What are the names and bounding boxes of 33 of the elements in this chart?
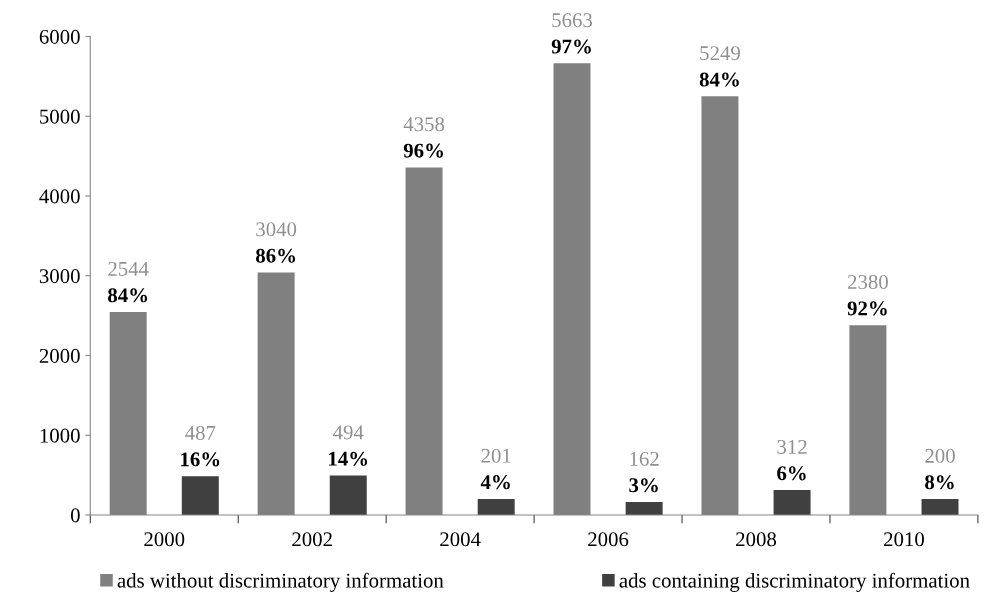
y-tick-label: 5000: [40, 109, 80, 124]
bar: [921, 499, 959, 515]
legend-label: ads containing discriminatory information: [619, 572, 970, 592]
y-tick-label: 1000: [40, 428, 80, 443]
data-label: 201 4%: [480, 448, 511, 490]
bar: [329, 475, 367, 515]
bar: [477, 498, 515, 515]
y-tick-label: 6000: [39, 29, 80, 44]
bar: [181, 476, 219, 515]
data-label: 4358 96%: [403, 117, 445, 158]
legend-label: ads without discriminatory information: [117, 572, 444, 592]
data-label: 5663 97%: [551, 13, 593, 54]
x-tick-label: 2006: [588, 532, 629, 547]
y-tick-label: 3000: [39, 269, 80, 284]
data-label: 5249 84%: [699, 46, 740, 87]
x-tick-label: 2008: [736, 532, 777, 547]
x-tick-label: 2002: [292, 532, 332, 547]
bar: [625, 502, 663, 515]
data-label: 312 6%: [777, 439, 807, 481]
data-label: 487 16%: [181, 425, 220, 467]
x-tick-label: 2004: [440, 532, 481, 547]
data-label: 200 8%: [925, 448, 955, 490]
y-tick-label: 0: [70, 508, 80, 523]
x-tick-label: 2010: [884, 532, 924, 547]
bar: [773, 490, 811, 515]
data-label: 3040 86%: [255, 222, 297, 263]
y-tick-label: 2000: [39, 348, 80, 363]
x-tick-label: 2000: [144, 532, 185, 547]
data-label: 162 3%: [629, 451, 659, 493]
data-label: 2380 92%: [847, 274, 888, 316]
data-label: 2544 84%: [108, 261, 149, 303]
data-label: 494 14%: [329, 425, 368, 466]
y-tick-label: 4000: [39, 189, 80, 204]
